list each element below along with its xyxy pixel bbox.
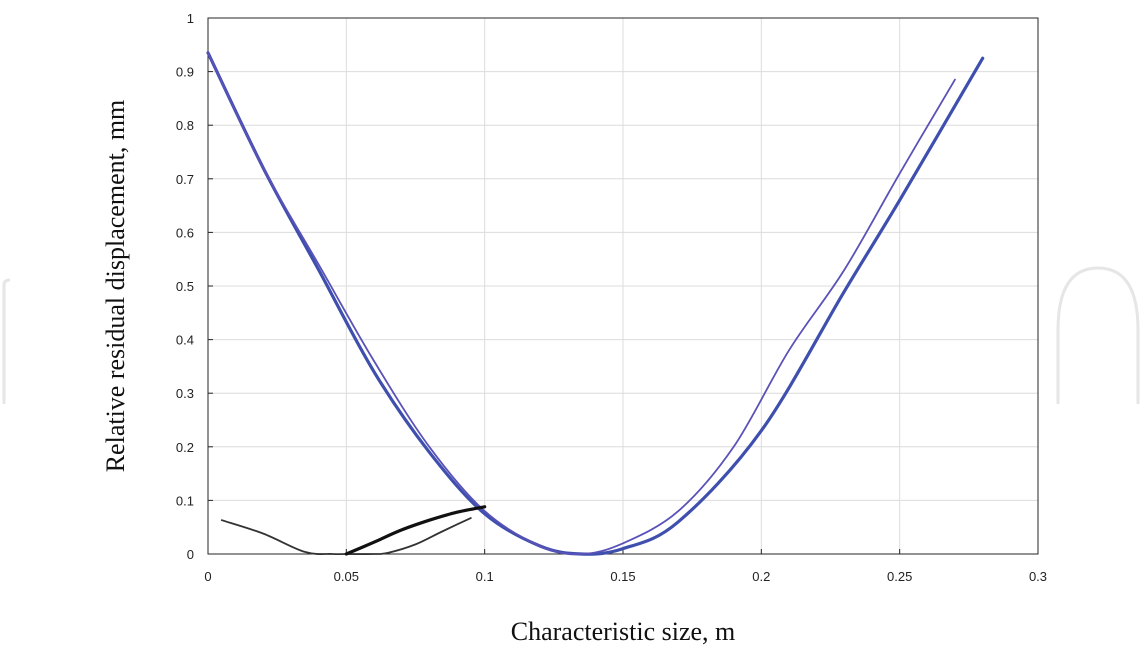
y-tick-label: 0.8 <box>176 118 194 133</box>
y-tick-label: 0.1 <box>176 493 194 508</box>
y-tick-label: 0.5 <box>176 279 194 294</box>
x-tick-label: 0.2 <box>752 569 770 584</box>
y-tick-label: 1 <box>187 11 194 26</box>
y-tick-label: 0.2 <box>176 440 194 455</box>
y-tick-label: 0.4 <box>176 333 194 348</box>
x-tick-label: 0.25 <box>887 569 912 584</box>
x-tick-label: 0.15 <box>610 569 635 584</box>
series-line-2 <box>207 51 956 555</box>
y-tick-label: 0.9 <box>176 65 194 80</box>
x-tick-label: 0.05 <box>334 569 359 584</box>
watermark <box>2 266 1140 404</box>
x-axis-title: Characteristic size, m <box>511 617 736 646</box>
x-tick-label: 0 <box>204 569 211 584</box>
series-line-3 <box>220 517 472 556</box>
y-tick-label: 0.6 <box>176 225 194 240</box>
y-tick-label: 0.7 <box>176 172 194 187</box>
x-tick-label: 0.1 <box>476 569 494 584</box>
series-group <box>206 51 985 556</box>
series-line-4 <box>344 505 487 556</box>
y-tick-label: 0 <box>187 547 194 562</box>
axis-ticks: 0 0.05 0.1 0.15 0.2 0.25 0.3 0 0.1 0.2 0.3 0.4 0.5 0.… <box>176 11 1047 584</box>
y-axis-title: Relative residual displacement, mm <box>101 100 130 473</box>
x-tick-label: 0.3 <box>1029 569 1047 584</box>
y-tick-label: 0.3 <box>176 386 194 401</box>
